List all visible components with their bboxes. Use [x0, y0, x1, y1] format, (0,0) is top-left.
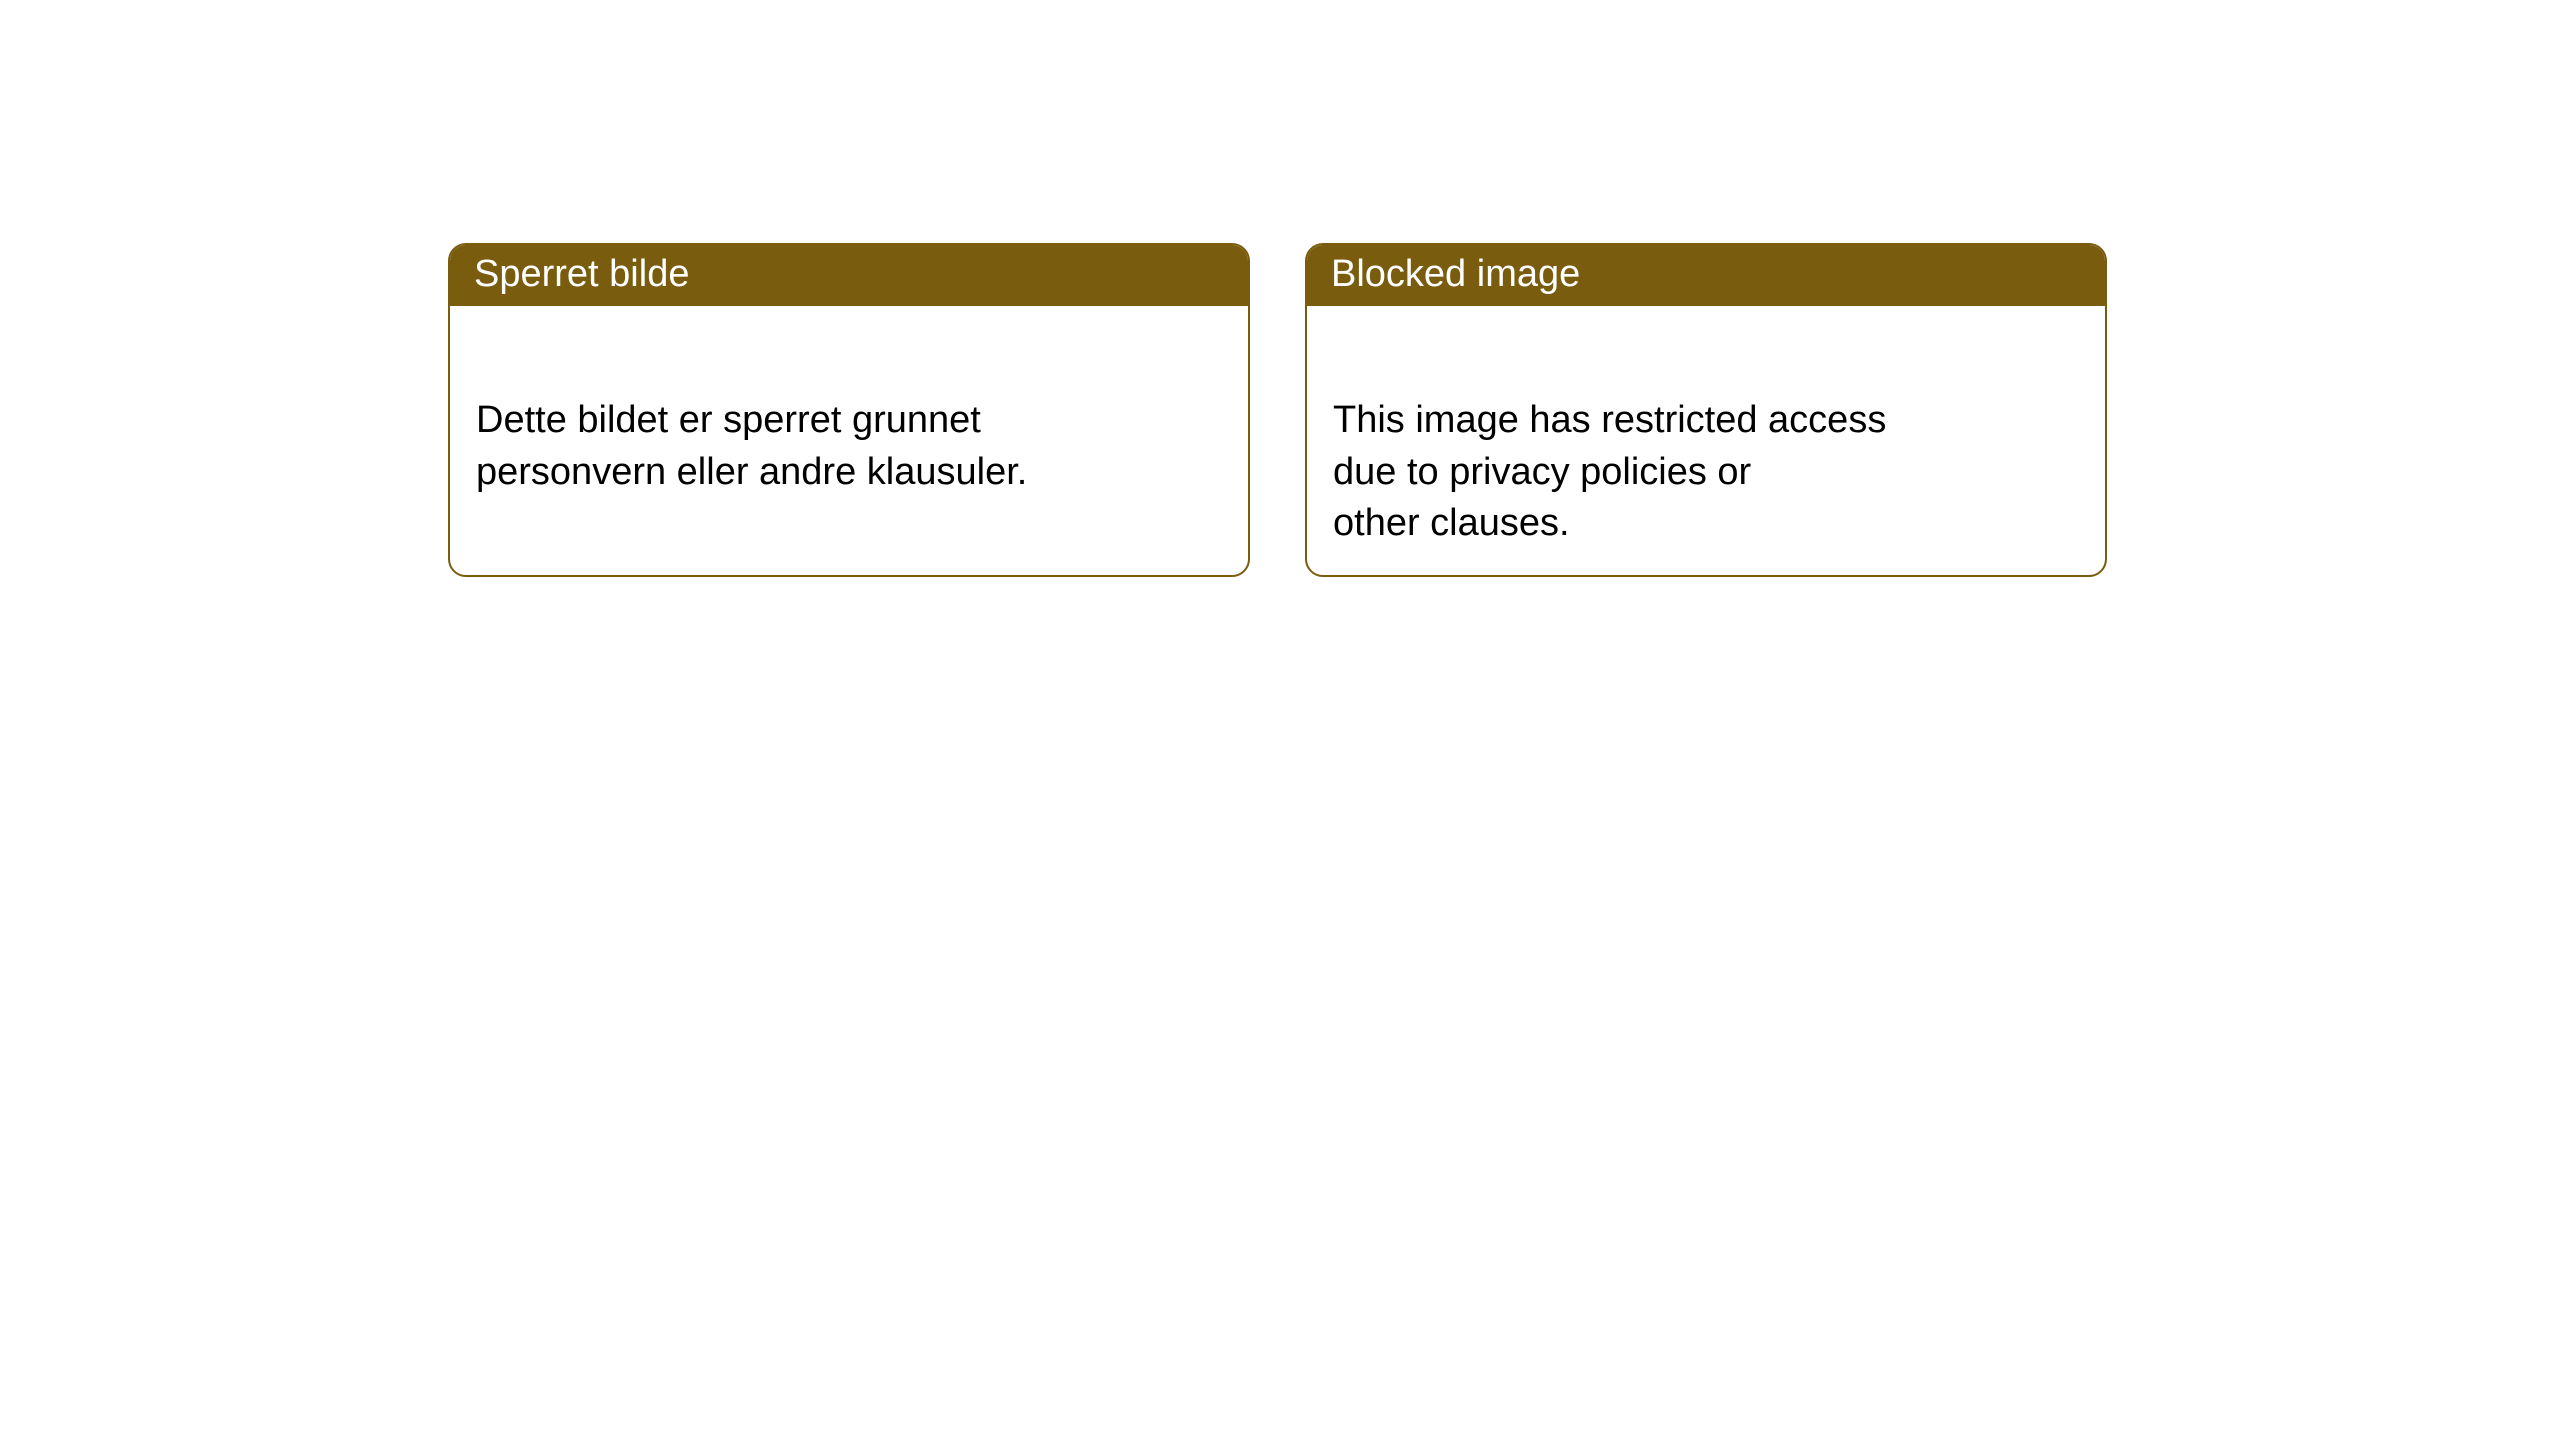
card-title: Blocked image: [1331, 253, 1580, 295]
card-header: Blocked image: [1307, 245, 2105, 306]
cards-container: Sperret bilde Dette bildet er sperret gr…: [0, 0, 2560, 577]
notice-card-norwegian: Sperret bilde Dette bildet er sperret gr…: [448, 243, 1250, 577]
card-body-text: This image has restricted access due to …: [1333, 399, 1886, 544]
card-title: Sperret bilde: [474, 253, 689, 295]
card-body: This image has restricted access due to …: [1307, 306, 2105, 577]
card-body-text: Dette bildet er sperret grunnet personve…: [476, 399, 1027, 492]
card-body: Dette bildet er sperret grunnet personve…: [450, 306, 1248, 536]
card-header: Sperret bilde: [450, 245, 1248, 306]
notice-card-english: Blocked image This image has restricted …: [1305, 243, 2107, 577]
